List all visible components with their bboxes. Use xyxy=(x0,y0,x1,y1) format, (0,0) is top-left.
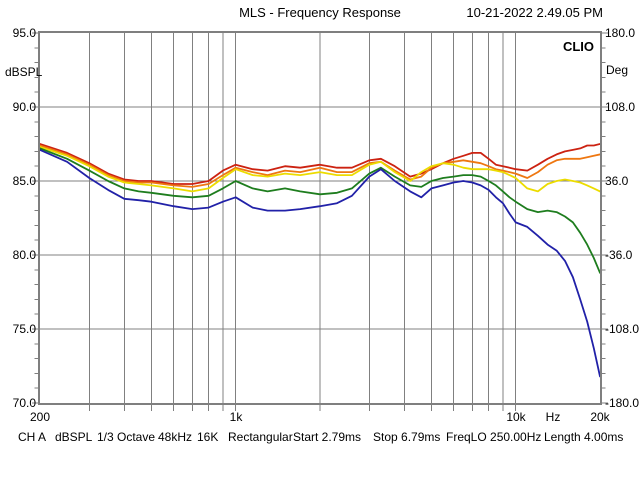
status-smoothing: 1/3 Octave xyxy=(97,430,156,444)
status-length: Length 4.00ms xyxy=(544,430,624,444)
x-tick-label: 1k xyxy=(229,410,243,424)
x-tick-label: 20k xyxy=(590,410,610,424)
y-left-tick-label: 90.0 xyxy=(12,100,36,114)
y-right-axis-unit: Deg xyxy=(606,63,629,77)
y-left-tick-label: 95.0 xyxy=(12,26,36,40)
x-tick-label: Hz xyxy=(545,410,561,424)
curve-yellow xyxy=(40,146,600,193)
plot-area[interactable] xyxy=(38,31,602,405)
status-unit: dBSPL xyxy=(55,430,93,444)
status-bar: CH A dBSPL 1/3 Octave 48kHz 16K Rectangu… xyxy=(0,430,640,444)
status-channel: CH A xyxy=(18,430,47,444)
y-left-tick-label: 70.0 xyxy=(12,396,36,410)
y-right-tick-label: 180.0 xyxy=(605,26,636,40)
y-right-tick-label: -108.0 xyxy=(605,322,640,336)
frequency-response-chart xyxy=(40,33,600,403)
measurement-datetime: 10-21-2022 2.49.05 PM xyxy=(466,5,603,20)
x-tick-label: 10k xyxy=(506,410,526,424)
status-stop: Stop 6.79ms xyxy=(373,430,441,444)
y-left-axis-unit: dBSPL xyxy=(5,65,43,79)
y-left-tick-label: 85.0 xyxy=(12,174,36,188)
status-window: Rectangular xyxy=(228,430,293,444)
curve-orange xyxy=(40,144,600,188)
clio-logo: CLIO xyxy=(562,39,594,54)
y-right-tick-label: -180.0 xyxy=(605,396,640,410)
x-tick-label: 200 xyxy=(29,410,51,424)
y-right-tick-label: -36.0 xyxy=(605,248,633,262)
curve-blue xyxy=(40,149,600,378)
curve-red xyxy=(40,143,600,185)
curve-green xyxy=(40,147,600,274)
status-freqlo: FreqLO 250.00Hz xyxy=(446,430,542,444)
status-size: 16K xyxy=(197,430,219,444)
y-left-tick-label: 80.0 xyxy=(12,248,36,262)
y-right-tick-label: 108.0 xyxy=(605,100,636,114)
status-start: Start 2.79ms xyxy=(293,430,362,444)
page-title: MLS - Frequency Response xyxy=(239,5,401,20)
y-right-tick-label: 36.0 xyxy=(605,174,629,188)
status-samplerate: 48kHz xyxy=(158,430,193,444)
y-left-tick-label: 75.0 xyxy=(12,322,36,336)
